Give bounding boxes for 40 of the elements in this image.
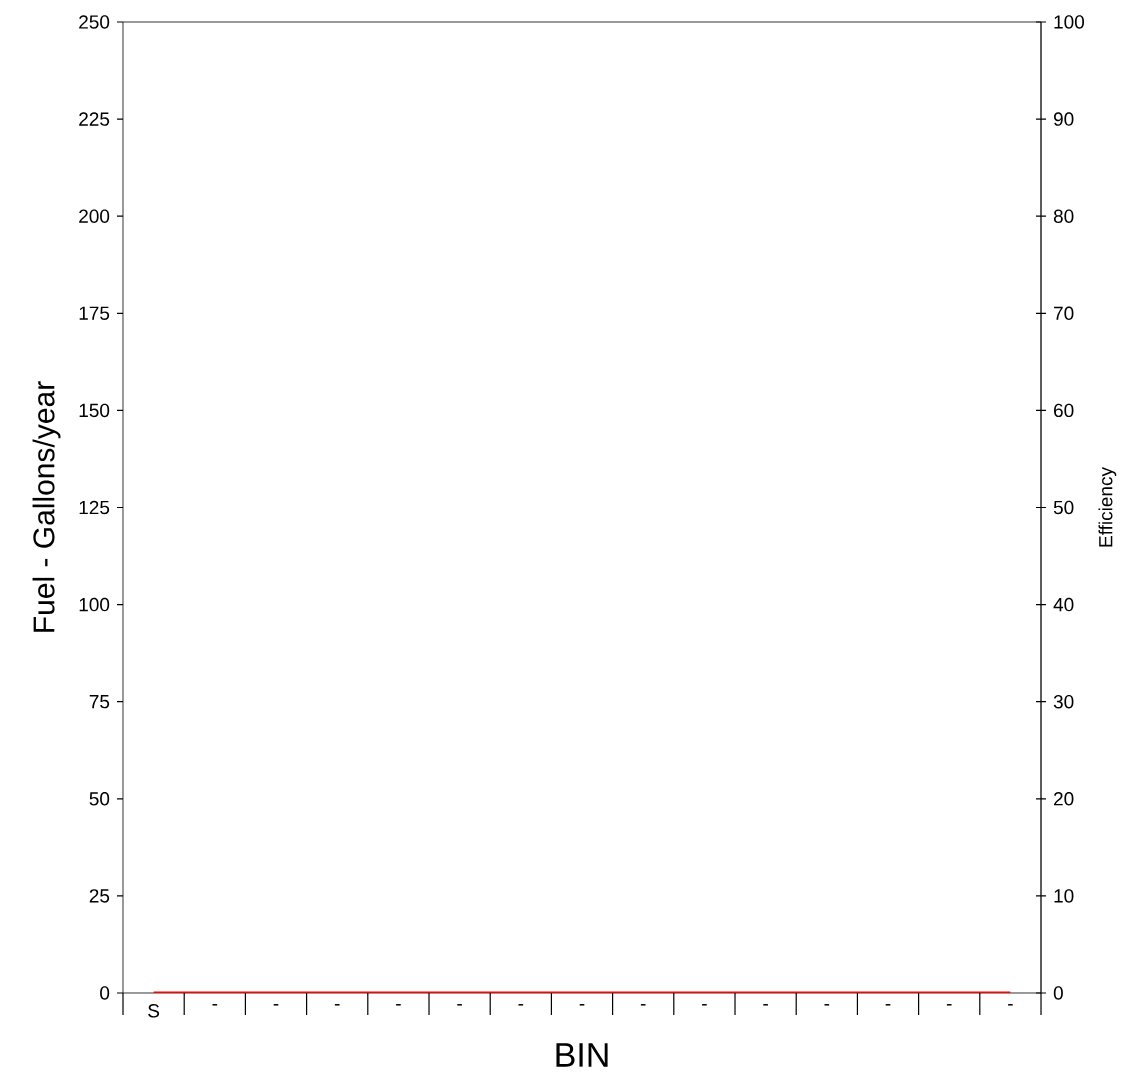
y-tick-label: 250 bbox=[79, 15, 110, 29]
y2-tick-label: 80 bbox=[1053, 209, 1074, 223]
y2-tick-label: 60 bbox=[1054, 403, 1074, 418]
y-tick-label: 75 bbox=[89, 695, 110, 709]
y-tick-label: 200 bbox=[79, 209, 110, 223]
x-tick-label: - bbox=[273, 1004, 279, 1006]
y2-tick-label: 0 bbox=[1053, 986, 1063, 1000]
y2-tick-label: 20 bbox=[1054, 792, 1074, 806]
x-tick-label: - bbox=[946, 1004, 952, 1006]
y-tick-label: 25 bbox=[89, 889, 110, 903]
x-tick-label: - bbox=[885, 1004, 891, 1006]
y2-tick-label: 30 bbox=[1053, 694, 1074, 709]
y-tick-label: 50 bbox=[89, 792, 110, 806]
y-tick-label: 100 bbox=[79, 597, 110, 612]
y-tick-label: 150 bbox=[79, 403, 110, 418]
x-tick-label: S bbox=[148, 1004, 160, 1018]
x-tick-label: - bbox=[457, 1004, 462, 1006]
x-tick-label: - bbox=[212, 1004, 218, 1006]
y-axis-title: Fuel - Gallons/year bbox=[32, 381, 61, 632]
x-tick-label: - bbox=[518, 1004, 524, 1006]
x-tick-label: - bbox=[334, 1004, 340, 1006]
y2-axis-title: Efficiency bbox=[1098, 467, 1117, 547]
y-tick-label: 225 bbox=[79, 112, 110, 126]
y-tick-label: 125 bbox=[79, 500, 110, 515]
x-axis-title: BIN bbox=[556, 1043, 608, 1067]
y2-tick-label: 50 bbox=[1053, 500, 1074, 515]
x-tick-label: - bbox=[640, 1004, 646, 1006]
x-tick-label: - bbox=[763, 1004, 768, 1006]
x-tick-label: - bbox=[579, 1004, 585, 1006]
y-tick-label: 0 bbox=[100, 986, 110, 1000]
y2-tick-label: 90 bbox=[1053, 112, 1074, 126]
y2-tick-label: 40 bbox=[1053, 597, 1074, 612]
y-tick-label: 175 bbox=[79, 306, 110, 320]
x-tick-label: - bbox=[396, 1004, 401, 1006]
x-tick-label: - bbox=[1008, 1004, 1013, 1006]
x-tick-label: - bbox=[824, 1004, 830, 1006]
y2-tick-label: 70 bbox=[1054, 306, 1074, 321]
x-tick-label: - bbox=[702, 1004, 707, 1006]
y2-tick-label: 10 bbox=[1054, 889, 1074, 903]
y2-tick-label: 100 bbox=[1054, 15, 1085, 29]
